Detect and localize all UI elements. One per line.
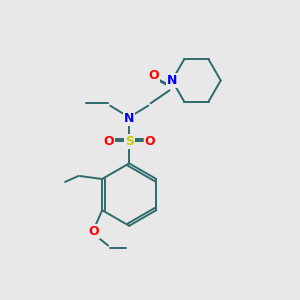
Text: O: O <box>88 225 99 238</box>
Text: O: O <box>148 69 159 82</box>
Text: O: O <box>145 135 155 148</box>
Text: N: N <box>124 112 134 125</box>
Text: S: S <box>125 135 134 148</box>
Text: O: O <box>103 135 114 148</box>
Text: N: N <box>167 74 177 87</box>
